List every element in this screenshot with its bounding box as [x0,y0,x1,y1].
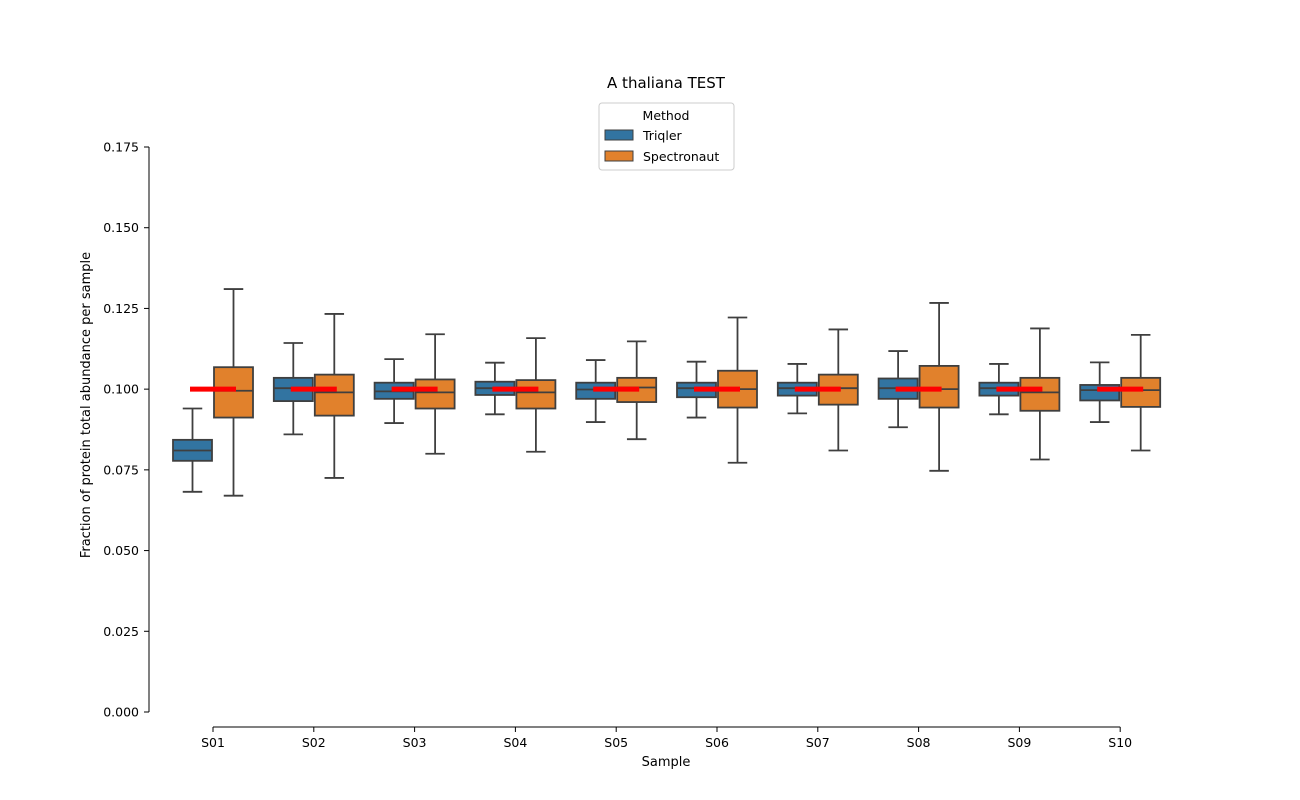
y-tick-label: 0.100 [103,382,139,397]
chart-title: A thaliana TEST [607,74,726,92]
x-tick-label: S07 [806,735,830,750]
iqr-box [1019,376,1061,412]
y-tick-label: 0.175 [103,140,139,155]
x-tick-label: S05 [604,735,628,750]
y-tick-label: 0.025 [103,624,139,639]
legend-title: Method [643,108,690,123]
box-spectronaut-s09 [1019,327,1061,461]
box-triqler-s01 [172,407,213,493]
legend-entry-spectronaut: Spectronaut [643,149,719,164]
box-spectronaut-s04 [515,337,557,453]
x-tick-label: S08 [907,735,931,750]
plot-area [172,288,1162,497]
x-tick-label: S04 [503,735,527,750]
x-tick-label: S09 [1007,735,1031,750]
y-tick-label: 0.000 [103,705,139,720]
y-axis-label: Fraction of protein total abundance per … [79,252,94,558]
y-axis: 0.000 0.025 0.050 0.075 0.100 0.125 0.150 0.175 [103,140,150,720]
iqr-box [213,366,254,419]
iqr-box [1120,376,1162,408]
y-tick-label: 0.150 [103,220,139,235]
x-tick-label: S10 [1108,735,1132,750]
iqr-box [414,378,456,410]
iqr-box [313,373,355,417]
box-spectronaut-s01 [213,288,254,497]
legend-entry-triqler: Triqler [642,128,683,143]
y-tick-label: 0.075 [103,462,139,477]
legend: Method Triqler Spectronaut [598,102,735,171]
x-tick-label: S01 [201,735,225,750]
x-axis: S01 S02 S03 S04 S05 S06 S07 S08 S09 S10 [201,726,1132,750]
x-tick-label: S03 [403,735,427,750]
box-spectronaut-s02 [313,313,355,479]
y-tick-label: 0.050 [103,543,139,558]
x-tick-label: S02 [302,735,326,750]
iqr-box [515,379,557,410]
y-tick-label: 0.125 [103,301,139,316]
legend-swatch-triqler [604,129,634,141]
legend-swatch-spectronaut [604,150,634,162]
x-tick-label: S06 [705,735,729,750]
box-spectronaut-s10 [1120,334,1162,452]
x-axis-label: Sample [642,755,691,770]
box-triqler-s10 [1079,361,1121,423]
box-spectronaut-s03 [414,333,456,455]
